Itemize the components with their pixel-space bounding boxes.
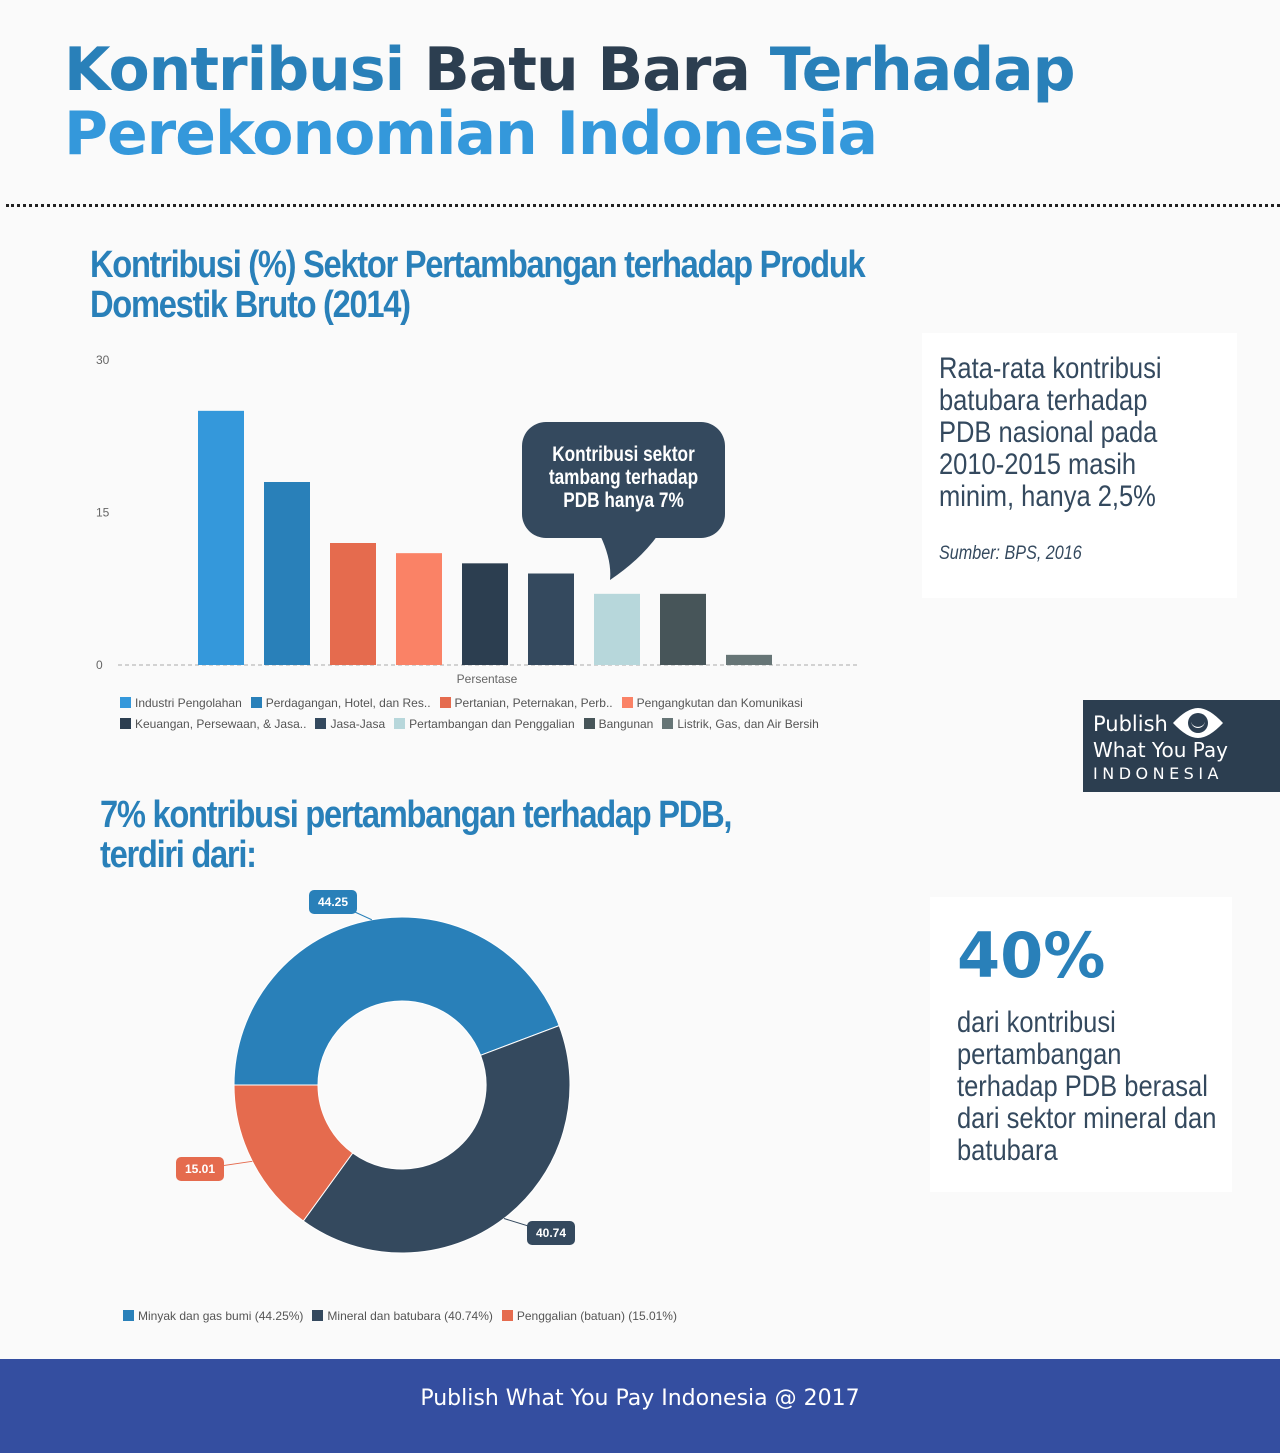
legend-item[interactable]: Penggalian (batuan) (15.01%) (501, 1305, 677, 1326)
bar (396, 553, 442, 665)
legend-label: Mineral dan batubara (40.74%) (327, 1308, 493, 1323)
info-card-average: Rata-rata kontribusi batubara terhadap P… (922, 333, 1237, 598)
bar (264, 482, 310, 665)
data-label: 40.74 (536, 1226, 566, 1240)
data-label: 44.25 (318, 895, 348, 909)
legend-label: Pengangkutan dan Komunikasi (636, 695, 803, 710)
donut-chart: 44.25 40.74 15.01 (176, 890, 575, 1254)
pwyp-logo: Publish What You Pay INDONESIA (1083, 700, 1280, 792)
legend-label: Perdagangan, Hotel, dan Res.. (265, 695, 431, 710)
title-part: Perekonomian Indonesia (64, 99, 878, 169)
y-tick-label: 15 (96, 506, 110, 520)
footer: Publish What You Pay Indonesia @ 2017 (0, 1359, 1280, 1453)
legend-label: Listrik, Gas, dan Air Bersih (677, 716, 819, 731)
legend-label: Pertambangan dan Penggalian (409, 716, 575, 731)
legend-swatch (312, 1310, 324, 1321)
donut-slice (233, 916, 560, 1086)
legend-swatch (315, 718, 327, 729)
bar (528, 573, 574, 665)
title-part: Kontribusi (64, 35, 405, 105)
big-stat: 40% (957, 919, 1106, 992)
logo-line3: INDONESIA (1093, 764, 1223, 783)
legend-swatch (621, 697, 633, 708)
legend-item[interactable]: Pengangkutan dan Komunikasi (621, 692, 803, 713)
callout-bubble: Kontribusi sektor tambang terhadap PDB h… (522, 422, 725, 538)
callout-tail (600, 535, 658, 580)
logo-line2: What You Pay (1093, 738, 1228, 762)
legend-label: Jasa-Jasa (330, 716, 386, 731)
bar (726, 654, 772, 665)
legend-item[interactable]: Pertambangan dan Penggalian (394, 713, 575, 734)
logo-line1: Publish (1093, 712, 1168, 736)
legend-swatch (394, 718, 406, 729)
legend-swatch (120, 697, 131, 708)
bar-legend: Industri Pengolahan Perdagangan, Hotel, d… (120, 692, 840, 734)
legend-item[interactable]: Listrik, Gas, dan Air Bersih (662, 713, 819, 734)
main-title: Kontribusi Batu Bara Terhadap Perekonomi… (64, 35, 1076, 169)
info-card-text: Rata-rata kontribusi batubara terhadap P… (939, 352, 1162, 513)
legend-label: Penggalian (batuan) (15.01%) (516, 1308, 677, 1323)
legend-swatch (439, 697, 451, 708)
bar (660, 593, 706, 665)
legend-swatch (250, 697, 262, 708)
legend-swatch (123, 1310, 134, 1321)
info-card-40: 40% dari kontribusi pertambangan terhada… (930, 897, 1232, 1192)
legend-label: Pertanian, Peternakan, Perb.. (454, 695, 613, 710)
data-label-box (527, 1221, 575, 1245)
legend-swatch (662, 718, 674, 729)
title-part: Terhadap (769, 35, 1076, 105)
y-tick-label: 30 (96, 353, 110, 367)
legend-item[interactable]: Industri Pengolahan (120, 692, 242, 713)
legend-item[interactable]: Keuangan, Persewaan, & Jasa.. (120, 713, 306, 734)
donut-legend: Minyak dan gas bumi (44.25%) Mineral dan … (123, 1305, 823, 1326)
eye-icon (1173, 708, 1223, 738)
bar (330, 543, 376, 665)
donut-chart-title: 7% kontribusi pertambangan terhadap PDB,… (100, 794, 732, 876)
footer-text: Publish What You Pay Indonesia @ 2017 (420, 1386, 860, 1411)
legend-label: Keuangan, Persewaan, & Jasa.. (135, 716, 307, 731)
bar (462, 563, 508, 665)
donut-slice (302, 1024, 571, 1254)
legend-label: Industri Pengolahan (135, 695, 242, 710)
legend-item[interactable]: Bangunan (583, 713, 654, 734)
bar-chart: 0 15 30 Persentase (96, 353, 858, 686)
legend-swatch (120, 718, 131, 729)
dotted-divider (6, 204, 1280, 207)
legend-label: Minyak dan gas bumi (44.25%) (138, 1308, 304, 1323)
donut-slice (233, 1084, 354, 1222)
legend-swatch (583, 718, 595, 729)
legend-item[interactable]: Minyak dan gas bumi (44.25%) (123, 1305, 303, 1326)
y-tick-label: 0 (96, 658, 103, 672)
data-label-box (309, 890, 357, 914)
legend-item[interactable]: Mineral dan batubara (40.74%) (312, 1305, 493, 1326)
legend-item[interactable]: Jasa-Jasa (315, 713, 385, 734)
bar (198, 410, 244, 665)
legend-item[interactable]: Perdagangan, Hotel, dan Res.. (250, 692, 431, 713)
title-part: Batu Bara (424, 35, 751, 105)
callout-text: Kontribusi sektor tambang terhadap PDB h… (548, 443, 699, 512)
info-card-text: dari kontribusi pertambangan terhadap PD… (957, 1006, 1217, 1167)
bar (594, 593, 640, 665)
data-label-box (176, 1157, 224, 1181)
x-axis-label: Persentase (457, 672, 518, 686)
source-text: Sumber: BPS, 2016 (939, 543, 1082, 564)
bar-chart-title: Kontribusi (%) Sektor Pertambangan terha… (90, 244, 866, 326)
legend-item[interactable]: Pertanian, Peternakan, Perb.. (439, 692, 613, 713)
data-label: 15.01 (185, 1162, 215, 1176)
legend-label: Bangunan (598, 716, 654, 731)
legend-swatch (501, 1310, 513, 1321)
